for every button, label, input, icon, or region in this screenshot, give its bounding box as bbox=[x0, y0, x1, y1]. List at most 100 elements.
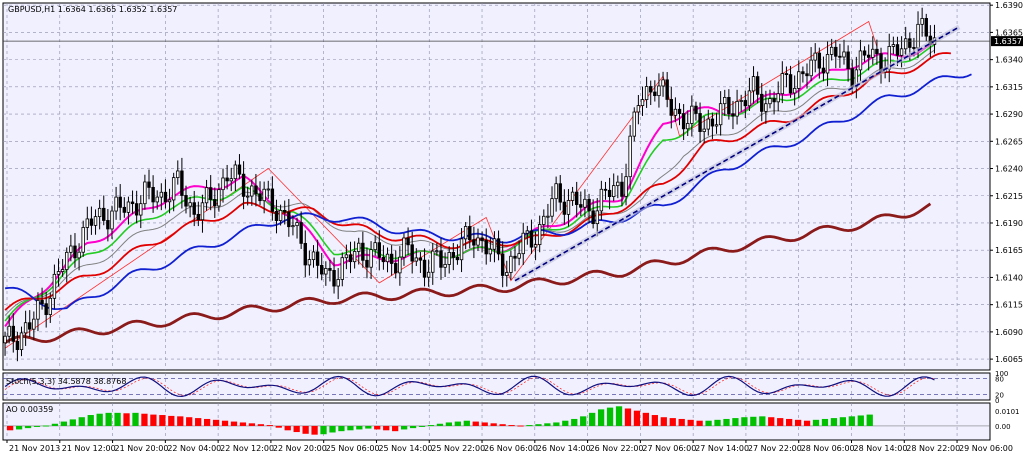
candle-body bbox=[402, 237, 406, 258]
time-tick-label: 22 Nov 20:00 bbox=[273, 444, 327, 453]
candle-body bbox=[398, 256, 402, 274]
ao-bar bbox=[195, 418, 202, 426]
candle-body bbox=[406, 237, 410, 246]
candle-body bbox=[468, 226, 472, 241]
ao-bar bbox=[132, 412, 139, 426]
candle-body bbox=[920, 18, 924, 25]
ao-bar bbox=[633, 410, 641, 426]
ao-bar bbox=[374, 425, 381, 430]
time-tick-label: 28 Nov 06:00 bbox=[801, 444, 855, 453]
ao-bar bbox=[221, 420, 229, 426]
candle-body bbox=[418, 257, 423, 261]
candle-body bbox=[11, 325, 15, 342]
candle-body bbox=[365, 259, 369, 268]
ao-bar bbox=[803, 420, 811, 426]
candle-body bbox=[324, 268, 328, 275]
candle-body bbox=[73, 245, 77, 259]
ao-bar bbox=[329, 425, 336, 433]
candle-body bbox=[702, 128, 706, 132]
candle-body bbox=[348, 254, 353, 263]
ao-bar bbox=[445, 422, 453, 426]
candle-body bbox=[492, 238, 497, 250]
ao-bar bbox=[159, 415, 166, 426]
ao-bar bbox=[866, 414, 873, 426]
ao-bar bbox=[669, 418, 676, 426]
candle-body bbox=[213, 199, 217, 207]
candle-body bbox=[196, 213, 201, 221]
candle-body bbox=[278, 209, 283, 221]
candle-body bbox=[603, 188, 608, 191]
candle-body bbox=[439, 250, 443, 268]
candle-body bbox=[797, 71, 801, 89]
ao-bar bbox=[589, 412, 596, 426]
ao-bar bbox=[812, 419, 820, 426]
candle-body bbox=[336, 279, 340, 287]
candle-body bbox=[385, 253, 390, 263]
candle-body bbox=[768, 98, 772, 105]
ao-bar bbox=[436, 423, 444, 426]
ao-bar bbox=[347, 425, 354, 431]
ao-bar bbox=[78, 417, 85, 426]
candle-body bbox=[620, 181, 624, 197]
candle-body bbox=[93, 216, 98, 226]
ao-bar bbox=[839, 417, 847, 426]
ao-bar bbox=[248, 423, 256, 426]
ao-bar bbox=[490, 423, 497, 426]
candle-body bbox=[825, 54, 830, 74]
candle-body bbox=[772, 98, 776, 103]
candle-body bbox=[344, 254, 349, 259]
candle-body bbox=[134, 203, 139, 216]
candle-body bbox=[739, 100, 743, 102]
candle-body bbox=[743, 100, 748, 107]
candle-body bbox=[332, 269, 336, 287]
candle-body bbox=[788, 74, 793, 94]
ao-bar bbox=[284, 425, 291, 431]
ao-bar bbox=[105, 412, 112, 426]
candle-body bbox=[661, 79, 665, 87]
price-tick-label: 1.6340 bbox=[995, 56, 1023, 65]
ao-bar bbox=[177, 416, 184, 426]
current-price-label: 1.6357 bbox=[994, 37, 1022, 46]
time-tick-label: 25 Nov 22:00 bbox=[431, 444, 485, 453]
candle-body bbox=[414, 257, 419, 262]
candle-body bbox=[755, 76, 760, 95]
candle-body bbox=[591, 210, 595, 225]
candle-body bbox=[570, 191, 575, 201]
candle-body bbox=[850, 68, 854, 88]
price-tick-label: 1.6065 bbox=[995, 355, 1023, 364]
ao-bar bbox=[741, 417, 748, 426]
price-tick-label: 1.6240 bbox=[995, 165, 1023, 174]
candle-body bbox=[488, 248, 493, 255]
ao-bar bbox=[257, 424, 264, 426]
ao-bar bbox=[786, 418, 793, 426]
ao-bar bbox=[472, 421, 479, 426]
candle-body bbox=[657, 85, 661, 97]
time-tick-label: 22 Nov 04:00 bbox=[167, 444, 221, 453]
ao-bar bbox=[392, 425, 399, 432]
candle-body bbox=[381, 257, 386, 263]
candle-body bbox=[509, 255, 513, 273]
candle-body bbox=[686, 123, 690, 130]
candle-body bbox=[435, 250, 439, 253]
ao-bar bbox=[499, 424, 506, 426]
candle-body bbox=[299, 222, 303, 244]
ao-bar bbox=[535, 424, 542, 426]
candle-body bbox=[188, 202, 192, 207]
candle-body bbox=[459, 238, 464, 261]
candle-body bbox=[315, 251, 320, 266]
stoch-level-label: 20 bbox=[995, 392, 1004, 400]
ao-tick-label: 0.0101 bbox=[995, 408, 1020, 416]
ao-bar bbox=[230, 421, 238, 426]
ao-bar bbox=[150, 414, 157, 426]
candle-body bbox=[751, 76, 756, 92]
ao-bar bbox=[714, 419, 721, 426]
candle-body bbox=[903, 38, 908, 50]
candle-body bbox=[97, 207, 102, 218]
ao-panel bbox=[3, 406, 990, 435]
ao-bar bbox=[481, 422, 488, 426]
candle-body bbox=[801, 71, 805, 75]
candle-body bbox=[899, 48, 904, 56]
ao-tick-label: 0.00 bbox=[995, 423, 1011, 431]
candle-body bbox=[373, 242, 377, 251]
